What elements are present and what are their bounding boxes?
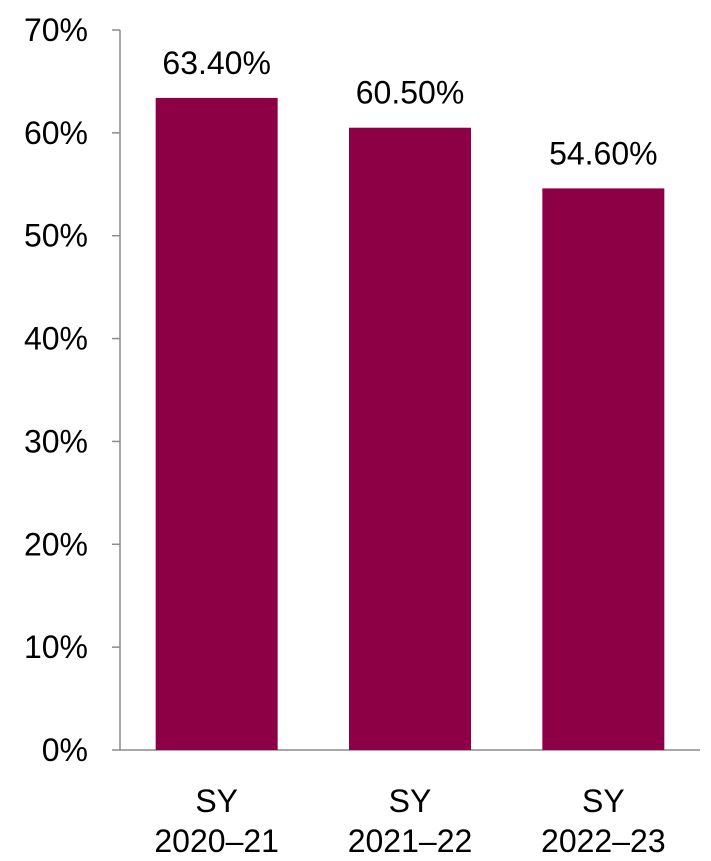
bar xyxy=(155,97,278,750)
bar xyxy=(542,188,665,750)
data-labels: 63.40% 60.50% 54.60% xyxy=(162,45,657,172)
y-ticks: 0% 10% 20% 30% 40% 50% 60% 70% xyxy=(24,12,120,768)
y-tick-label: 0% xyxy=(42,732,88,768)
x-category-label-line: 2020–21 xyxy=(154,823,279,859)
x-category-label: SY 2022–23 xyxy=(541,783,666,859)
x-category-label: SY 2020–21 xyxy=(154,783,279,859)
y-tick-label: 20% xyxy=(24,526,88,562)
data-label: 54.60% xyxy=(549,135,658,171)
x-labels: SY 2020–21 SY 2021–22 SY 2022–23 xyxy=(154,783,665,859)
x-category-label: SY 2021–22 xyxy=(348,783,473,859)
bar xyxy=(349,127,471,750)
y-tick-label: 50% xyxy=(24,218,88,254)
y-tick-label: 70% xyxy=(24,12,88,48)
data-label: 60.50% xyxy=(356,75,465,111)
y-tick-label: 30% xyxy=(24,423,88,459)
y-tick-label: 10% xyxy=(24,629,88,665)
x-axis: SY 2020–21 SY 2021–22 SY 2022–23 xyxy=(120,749,700,859)
y-tick-label: 40% xyxy=(24,321,88,357)
y-axis: 0% 10% 20% 30% 40% 50% 60% 70% xyxy=(24,12,121,768)
x-category-label-line: SY xyxy=(389,783,432,819)
x-category-label-line: 2021–22 xyxy=(348,823,473,859)
x-category-label-line: SY xyxy=(582,783,625,819)
data-label: 63.40% xyxy=(162,45,271,81)
x-category-label-line: SY xyxy=(195,783,238,819)
bars xyxy=(155,97,665,750)
y-tick-label: 60% xyxy=(24,115,88,151)
x-category-label-line: 2022–23 xyxy=(541,823,666,859)
